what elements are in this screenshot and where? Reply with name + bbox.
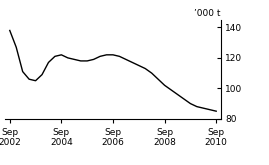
Text: ’000 t: ’000 t <box>194 9 221 18</box>
